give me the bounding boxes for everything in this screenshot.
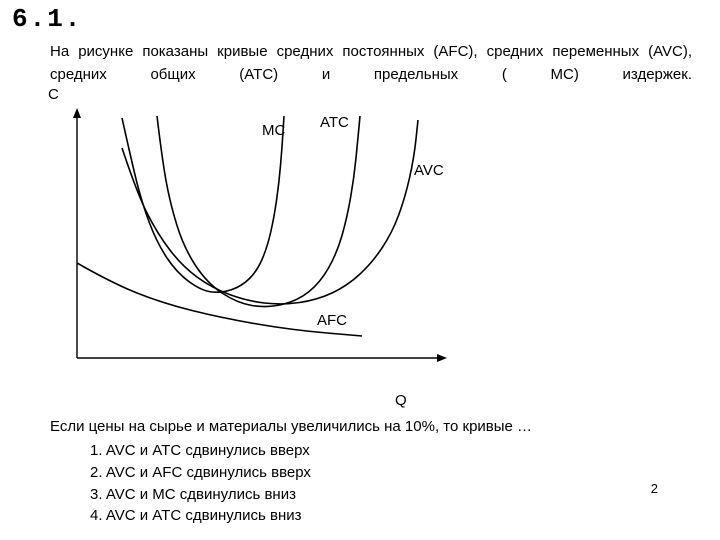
- chart-svg: [62, 108, 462, 388]
- answer-options: 1. AVC и ATC сдвинулись вверх 2. AVC и A…: [90, 440, 311, 527]
- option-2: 2. AVC и AFC сдвинулись вверх: [90, 462, 311, 484]
- option-3: 3. AVC и MC сдвинулись вниз: [90, 484, 311, 506]
- avc-label: AVC: [414, 162, 444, 179]
- intro-text: На рисунке показаны кривые средних посто…: [50, 40, 692, 87]
- cost-curves-chart: MC ATC AVC AFC: [62, 108, 462, 388]
- axis-y-label: C: [48, 86, 59, 103]
- afc-label: AFC: [317, 312, 347, 329]
- question-number: 6.1.: [12, 4, 82, 34]
- atc-label: ATC: [320, 114, 349, 131]
- mc-label: MC: [262, 122, 285, 139]
- question-text: Если цены на сырье и материалы увеличили…: [50, 418, 692, 435]
- slide: 6.1. На рисунке показаны кривые средних …: [0, 0, 720, 540]
- option-4: 4. AVC и ATC сдвинулись вниз: [90, 505, 311, 527]
- axis-x-label: Q: [395, 392, 407, 409]
- slide-number: 2: [651, 481, 658, 496]
- option-1: 1. AVC и ATC сдвинулись вверх: [90, 440, 311, 462]
